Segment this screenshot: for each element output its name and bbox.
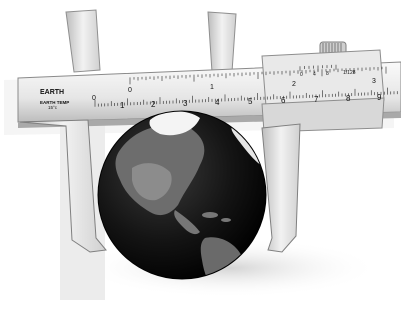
vernier-mark-0: 0 — [300, 72, 303, 78]
vernier-slider — [261, 49, 385, 133]
vernier-mark-8: 8 — [326, 71, 329, 77]
lower-jaw-fixed — [19, 119, 107, 253]
mm-mark-9: 9 — [377, 93, 382, 102]
earth-label: EARTH — [40, 89, 64, 96]
mm-mark-8: 8 — [346, 94, 351, 103]
inch-mark-0: 0 — [128, 87, 132, 94]
vernier-mark-4: 4 — [313, 72, 316, 78]
vernier-labels: 0 4 8 1/128 — [300, 70, 356, 78]
mm-mark-5: 5 — [248, 97, 253, 106]
upper-jaw-sliding — [207, 11, 237, 73]
earth-globe-icon — [97, 110, 267, 280]
inch-mark-2: 2 — [292, 81, 296, 88]
mm-mark-3: 3 — [183, 99, 188, 108]
mm-mark-1: 1 — [120, 101, 125, 110]
upper-jaw-fixed — [65, 9, 101, 73]
earth-temp-label: EARTH TEMP — [40, 100, 69, 105]
mm-mark-0: 0 — [92, 95, 96, 102]
mm-scale-ticks — [94, 87, 398, 107]
vernier-scale-ticks — [299, 64, 337, 72]
lower-jaw-sliding — [261, 123, 301, 253]
inch-mark-3: 3 — [372, 78, 376, 85]
mm-scale-labels: 0 1 2 3 4 5 6 7 8 9 — [92, 93, 382, 110]
mm-mark-4: 4 — [215, 98, 220, 107]
earth-temp-value: 15°c — [48, 105, 58, 110]
inch-mark-1: 1 — [210, 84, 214, 91]
mm-mark-7: 7 — [314, 95, 319, 104]
inch-scale-ticks — [129, 66, 387, 85]
mm-mark-6: 6 — [281, 96, 286, 105]
inch-scale-labels: 0 1 2 3 — [128, 78, 376, 94]
mm-mark-2: 2 — [151, 100, 156, 109]
vernier-resolution: 1/128 — [343, 70, 356, 76]
